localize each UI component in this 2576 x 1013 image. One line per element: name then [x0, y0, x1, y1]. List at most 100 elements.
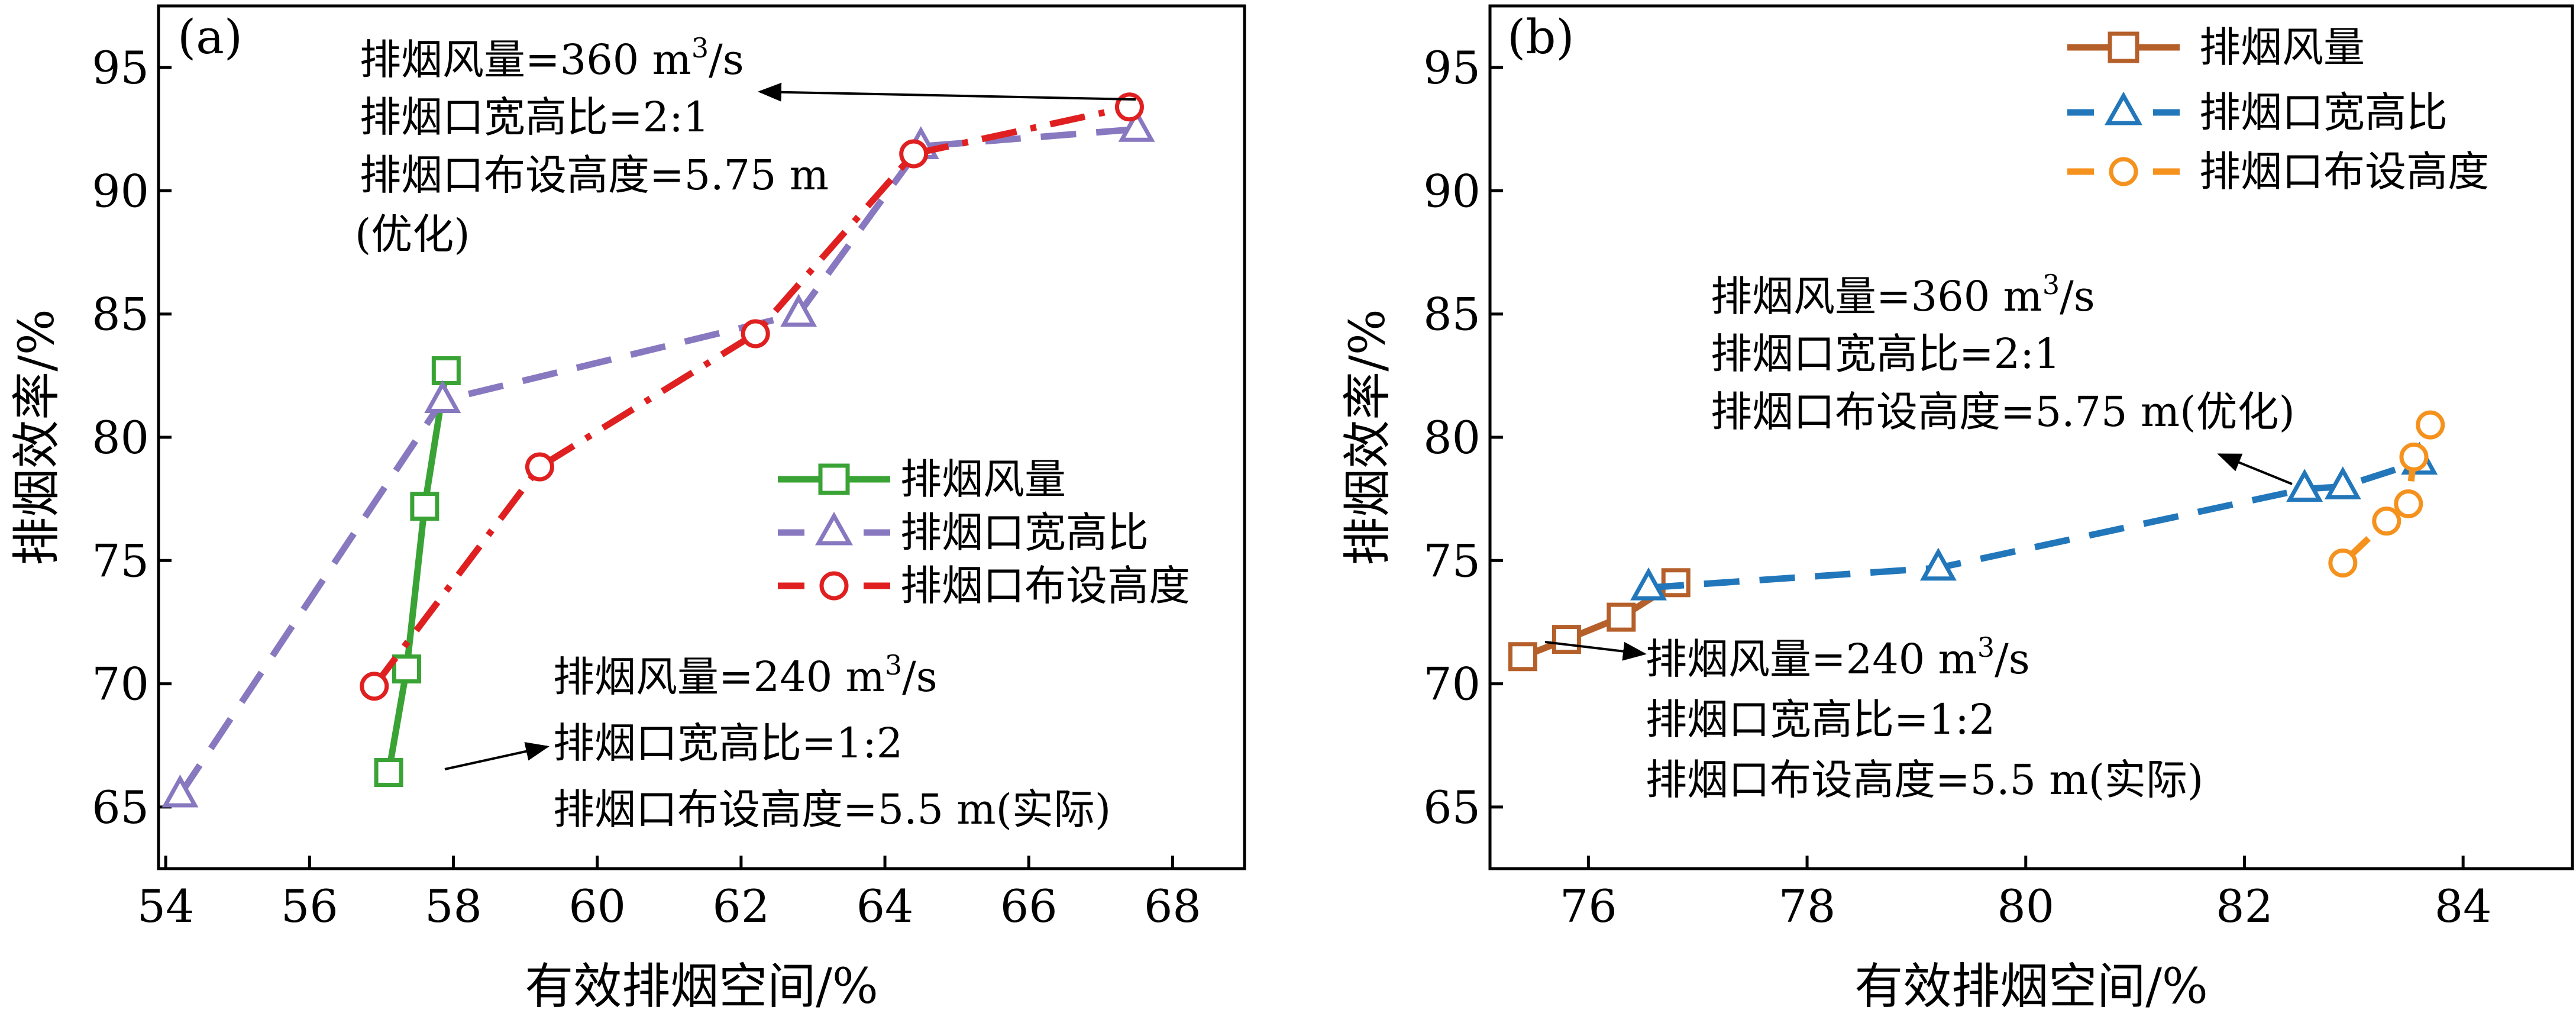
annotation-arrow — [1544, 641, 1647, 661]
series-layer-b — [1508, 410, 2445, 672]
annotation-line: 排烟口宽高比=2:1 — [360, 93, 709, 141]
annotation-line: 排烟风量=240 m3/s — [553, 649, 938, 701]
data-point — [410, 492, 439, 521]
data-point — [2324, 466, 2361, 499]
legend-label: 排烟口布设高度 — [900, 562, 1190, 610]
annotation-line: (优化) — [355, 210, 470, 259]
y-ticks-b: 65 70 75 80 85 90 95 — [1423, 41, 1503, 834]
y-tick-label: 75 — [1423, 534, 1481, 587]
y-tick-label: 80 — [1423, 411, 1481, 464]
data-point — [2399, 442, 2429, 472]
data-point — [431, 356, 461, 386]
x-tick-label: 68 — [1144, 880, 1201, 933]
x-ticks-b: 76 78 80 82 84 — [1560, 856, 2492, 933]
annotation-b-optimized: 排烟风量=360 m3/s 排烟口宽高比=2:1 排烟口布设高度=5.75 m(… — [1711, 269, 2295, 485]
x-tick-label: 76 — [1560, 880, 1617, 933]
data-point — [374, 758, 403, 788]
y-tick-label: 90 — [1423, 164, 1481, 217]
annotation-line: 排烟风量=360 m3/s — [1711, 269, 2095, 321]
y-tick-label: 85 — [92, 288, 149, 341]
annotation-a-actual: 排烟风量=240 m3/s 排烟口宽高比=1:2 排烟口布设高度=5.5 m(实… — [444, 649, 1111, 834]
x-tick-label: 84 — [2435, 880, 2492, 933]
legend-swatch-marker — [819, 571, 849, 601]
legend-swatch-marker — [818, 463, 850, 495]
y-tick-label: 80 — [92, 411, 149, 464]
y-tick-label: 70 — [92, 658, 149, 711]
legend-item-b-1: 排烟口宽高比 — [2067, 88, 2448, 137]
legend-item-a-1: 排烟口宽高比 — [778, 508, 1149, 557]
series-line — [385, 370, 450, 773]
data-point — [1508, 642, 1537, 672]
annotation-arrow — [758, 82, 1136, 102]
series-a-1 — [161, 109, 1155, 808]
y-tick-label: 75 — [92, 534, 149, 587]
x-tick-label: 66 — [1000, 880, 1058, 933]
y-tick-label: 90 — [92, 164, 149, 217]
data-point — [1919, 547, 1957, 581]
annotation-arrow — [444, 742, 550, 770]
annotation-line: 排烟风量=360 m3/s — [360, 32, 744, 84]
data-point — [1552, 625, 1581, 654]
x-axis-title-a: 有效排烟空间/% — [525, 959, 878, 1013]
series-b-1 — [1630, 441, 2438, 601]
data-point — [2328, 548, 2358, 578]
series-layer-a — [161, 92, 1155, 808]
data-point — [899, 139, 929, 169]
data-point — [1630, 567, 1667, 601]
data-point — [2372, 506, 2402, 536]
legend-item-b-0: 排烟风量 — [2067, 23, 2365, 72]
x-tick-label: 56 — [281, 880, 338, 933]
legend-swatch-marker — [2109, 157, 2138, 186]
panel-label-b: (b) — [1507, 9, 1575, 64]
legend-swatch-marker — [2105, 91, 2142, 125]
annotation-line: 排烟口布设高度=5.5 m(实际) — [1646, 756, 2203, 804]
superscript: 3 — [2042, 269, 2060, 301]
panel-a: (a) 54 56 58 60 62 64 66 68 65 70 75 80 85 90 95 有效排烟… — [9, 4, 1246, 1013]
legend-label: 排烟口宽高比 — [2199, 88, 2448, 137]
y-tick-label: 65 — [1423, 781, 1481, 834]
annotation-a-optimized: 排烟风量=360 m3/s 排烟口宽高比=2:1 排烟口布设高度=5.75 m … — [355, 32, 1136, 259]
x-tick-label: 78 — [1779, 880, 1836, 933]
data-point — [2394, 489, 2423, 518]
data-point — [1114, 92, 1144, 122]
data-point — [1118, 109, 1155, 142]
y-tick-label: 70 — [1423, 658, 1481, 711]
annotation-b-actual: 排烟风量=240 m3/s 排烟口宽高比=1:2 排烟口布设高度=5.5 m(实… — [1544, 631, 2203, 804]
legend-label: 排烟风量 — [900, 455, 1066, 504]
legend-swatch-marker — [2108, 31, 2139, 63]
annotation-line: 排烟口布设高度=5.5 m(实际) — [553, 785, 1111, 834]
x-tick-label: 62 — [713, 880, 770, 933]
y-tick-label: 85 — [1423, 288, 1481, 341]
legend-item-a-2: 排烟口布设高度 — [778, 562, 1190, 610]
y-tick-label: 65 — [92, 781, 149, 834]
y-ticks-a: 65 70 75 80 85 90 95 — [92, 41, 172, 834]
data-point — [424, 380, 461, 414]
annotation-line: 排烟口宽高比=1:2 — [553, 719, 903, 767]
data-point — [360, 672, 389, 701]
y-tick-label: 95 — [92, 41, 149, 94]
panel-label-a: (a) — [177, 9, 243, 64]
superscript: 3 — [1977, 631, 1995, 663]
legend-a: 排烟风量 排烟口宽高比 排烟口布设高度 — [778, 455, 1190, 610]
legend-label: 排烟风量 — [2199, 23, 2365, 72]
annotation-line: 排烟口布设高度=5.75 m — [360, 151, 829, 199]
annotation-line: 排烟口宽高比=1:2 — [1646, 695, 1995, 744]
annotation-line: 排烟口宽高比=2:1 — [1711, 330, 2060, 378]
x-ticks-a: 54 56 58 60 62 64 66 68 — [137, 856, 1201, 933]
x-axis-title-b: 有效排烟空间/% — [1854, 959, 2208, 1013]
annotation-arrow — [2217, 453, 2293, 485]
legend-swatch-marker — [815, 511, 853, 546]
data-point — [161, 774, 199, 808]
series-a-2 — [360, 92, 1144, 701]
x-tick-label: 80 — [1997, 880, 2054, 933]
annotation-line: 排烟风量=240 m3/s — [1646, 631, 2030, 683]
data-point — [1607, 602, 1636, 632]
y-axis-title-a: 排烟效率/% — [9, 309, 65, 566]
data-point — [741, 319, 770, 349]
legend-item-b-2: 排烟口布设高度 — [2067, 147, 2489, 196]
data-point — [2416, 410, 2445, 440]
series-line — [1648, 459, 2420, 591]
data-point — [525, 452, 554, 482]
series-b-2 — [2328, 410, 2445, 578]
